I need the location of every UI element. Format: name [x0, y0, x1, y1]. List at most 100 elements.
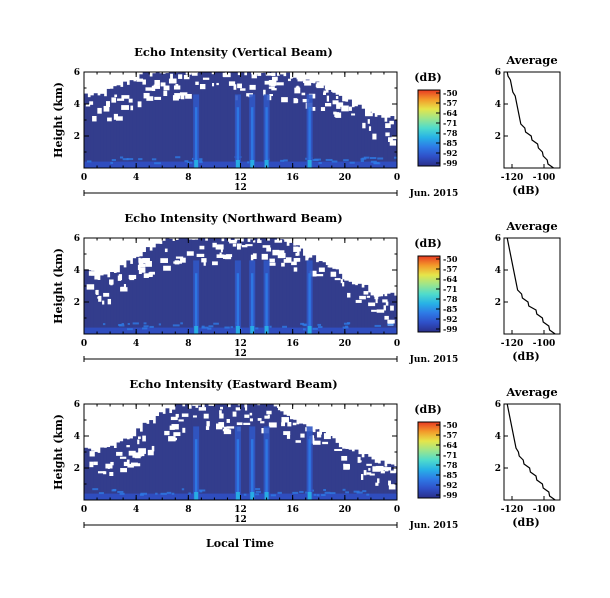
- surface-echo: [374, 324, 382, 327]
- average-x-tick-label: -120: [501, 339, 524, 349]
- no-data-gap: [387, 319, 395, 324]
- echo-column: [295, 424, 300, 500]
- average-line: [506, 403, 556, 501]
- convective-base: [194, 326, 199, 334]
- no-data-gap: [102, 300, 105, 305]
- day-label: 12: [234, 183, 247, 193]
- echo-column: [299, 248, 304, 334]
- no-data-gap: [121, 95, 130, 99]
- no-data-gap: [115, 116, 123, 121]
- no-data-gap: [123, 283, 127, 289]
- no-data-gap: [154, 96, 162, 100]
- surface-echo: [158, 323, 161, 326]
- echo-column: [328, 89, 333, 168]
- no-data-gap: [120, 468, 127, 473]
- echo-column: [201, 407, 206, 500]
- no-data-gap: [137, 439, 140, 445]
- echo-column: [123, 267, 127, 334]
- convective-core: [236, 273, 240, 334]
- no-data-gap: [268, 422, 277, 428]
- echo-column: [90, 270, 95, 334]
- echo-column: [318, 261, 323, 334]
- echo-column: [289, 419, 294, 500]
- echo-column: [367, 456, 372, 500]
- colorbar-tick-label: -92: [443, 148, 457, 158]
- surface-echo: [356, 491, 363, 494]
- no-data-gap: [105, 463, 113, 469]
- no-data-gap: [147, 449, 154, 456]
- x-tick-label: 0: [81, 173, 87, 183]
- surface-echo: [213, 322, 219, 325]
- surface-echo: [280, 159, 285, 162]
- surface-echo: [139, 493, 144, 496]
- no-data-gap: [271, 72, 276, 77]
- echo-column: [295, 245, 300, 334]
- echo-column: [172, 240, 176, 334]
- no-data-gap: [215, 244, 224, 250]
- convective-base: [307, 492, 312, 500]
- echo-column: [168, 238, 173, 334]
- echo-column: [100, 275, 105, 334]
- surface-echo: [377, 157, 384, 160]
- echo-column: [230, 404, 235, 500]
- x-tick-label: 16: [286, 339, 299, 349]
- echo-column: [325, 92, 330, 168]
- no-data-gap: [251, 72, 257, 79]
- no-data-gap: [341, 455, 348, 461]
- echo-column: [344, 448, 349, 500]
- colorbar-tick-label: -64: [443, 108, 458, 118]
- no-data-gap: [160, 258, 168, 263]
- echo-column: [380, 460, 385, 500]
- convective-base: [264, 492, 269, 500]
- no-data-gap: [120, 287, 128, 292]
- x-tick-label: 0: [394, 339, 400, 349]
- colorbar-tick-label: -71: [443, 450, 457, 460]
- no-data-gap: [270, 82, 276, 87]
- echo-column: [227, 72, 232, 168]
- colorbar-tick-label: -78: [443, 128, 458, 138]
- echo-column: [158, 73, 163, 168]
- echo-column: [113, 86, 118, 168]
- surface-echo: [254, 327, 259, 330]
- no-data-gap: [334, 448, 343, 452]
- heatmap-area: [84, 238, 397, 334]
- surface-echo: [198, 161, 203, 164]
- colorbar-tick-label: -99: [443, 324, 458, 334]
- no-data-gap: [132, 463, 141, 467]
- no-data-gap: [249, 84, 256, 90]
- echo-column: [230, 238, 235, 334]
- convective-core: [194, 439, 198, 500]
- echo-column: [302, 255, 307, 334]
- echo-column: [220, 404, 225, 500]
- convective-core: [308, 273, 311, 334]
- panel-title: Echo Intensity (Northward Beam): [124, 211, 342, 225]
- echo-column: [188, 74, 193, 168]
- surface-echo: [199, 158, 203, 161]
- no-data-gap: [205, 426, 210, 430]
- convective-base: [235, 326, 240, 334]
- surface-echo: [324, 491, 331, 494]
- echo-column: [348, 281, 352, 334]
- echo-column: [207, 238, 212, 334]
- no-data-gap: [126, 445, 130, 448]
- colorbar-tick-label: -64: [443, 440, 458, 450]
- echo-column: [211, 405, 216, 500]
- no-data-gap: [323, 433, 331, 440]
- no-data-gap: [375, 465, 384, 472]
- no-data-gap: [305, 255, 309, 261]
- echo-column: [155, 243, 160, 334]
- echo-column: [351, 107, 356, 168]
- surface-echo: [184, 160, 189, 163]
- echo-column: [185, 404, 189, 500]
- surface-echo: [151, 158, 157, 161]
- echo-column: [204, 240, 209, 334]
- echo-column: [207, 72, 212, 168]
- x-tick-label: 8: [185, 173, 191, 183]
- surface-echo: [110, 161, 114, 164]
- no-data-gap: [324, 102, 332, 107]
- no-data-gap: [264, 80, 270, 85]
- surface-echo: [121, 323, 124, 326]
- echo-column: [136, 80, 141, 168]
- echo-column: [341, 101, 346, 168]
